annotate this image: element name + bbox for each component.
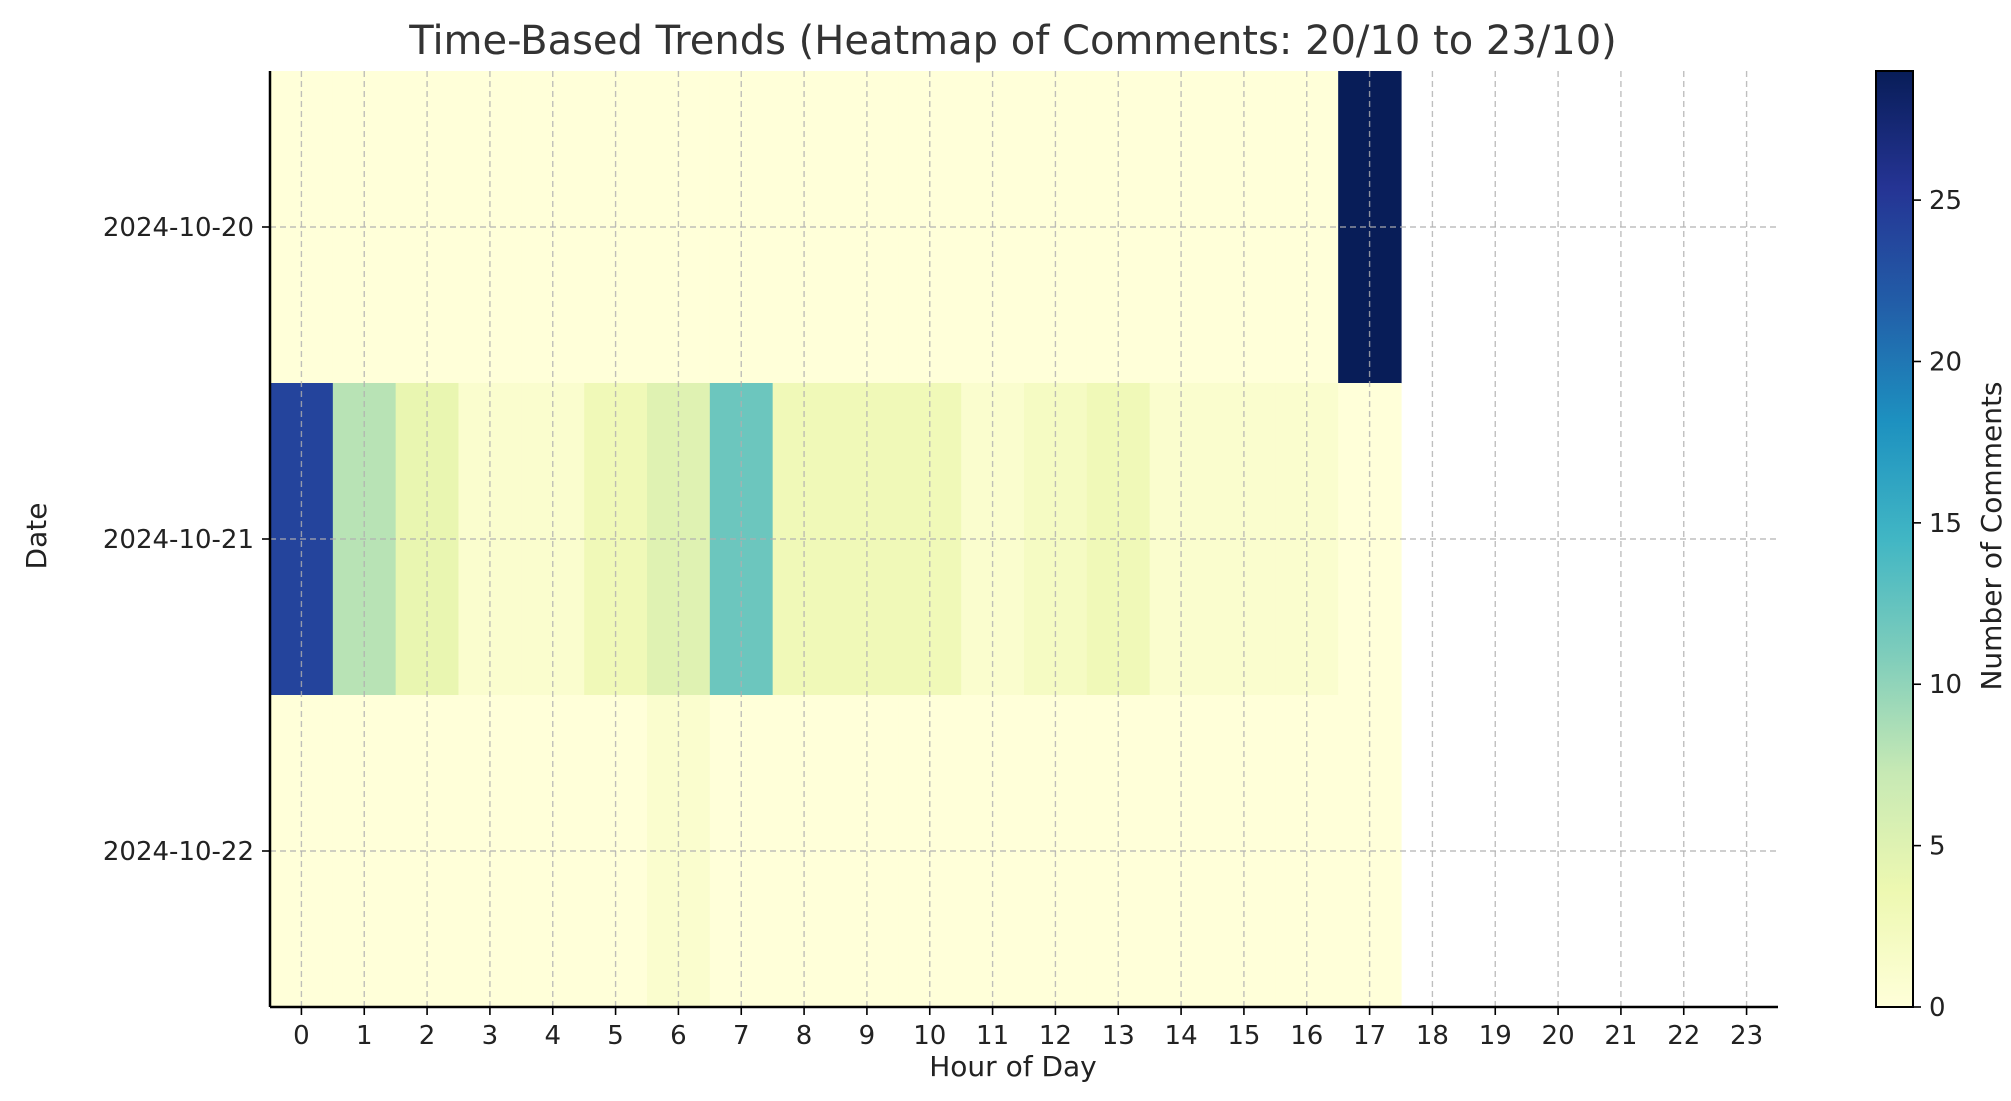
colorbar-tick-label: 15 (1929, 509, 1962, 539)
x-tick-label: 10 (913, 1021, 946, 1051)
x-tick-label: 6 (670, 1021, 687, 1051)
x-tick-label: 15 (1227, 1021, 1260, 1051)
colorbar-tick-label: 5 (1929, 832, 1946, 862)
chart-title: Time-Based Trends (Heatmap of Comments: … (408, 18, 1617, 64)
y-tick-label: 2024-10-22 (103, 837, 254, 867)
y-axis-ticks: 2024-10-20 2024-10-21 2024-10-22 (103, 213, 270, 867)
x-tick-label: 21 (1604, 1021, 1637, 1051)
colorbar-gradient (1875, 70, 1914, 1008)
x-tick-label: 22 (1667, 1021, 1700, 1051)
x-tick-label: 4 (544, 1021, 561, 1051)
x-tick-label: 13 (1102, 1021, 1135, 1051)
x-tick-label: 9 (859, 1021, 876, 1051)
x-tick-label: 19 (1479, 1021, 1512, 1051)
colorbar-tick-label: 20 (1929, 347, 1962, 377)
x-tick-label: 11 (976, 1021, 1009, 1051)
x-tick-label: 2 (419, 1021, 436, 1051)
x-tick-label: 17 (1353, 1021, 1386, 1051)
y-tick-label: 2024-10-21 (103, 525, 254, 555)
x-tick-label: 3 (482, 1021, 499, 1051)
x-tick-label: 14 (1165, 1021, 1198, 1051)
y-tick-label: 2024-10-20 (103, 213, 254, 243)
x-tick-label: 16 (1290, 1021, 1323, 1051)
y-axis-title: Date (20, 503, 53, 570)
colorbar-title: Number of Comments (1975, 381, 2008, 690)
x-tick-label: 20 (1542, 1021, 1575, 1051)
x-tick-label: 18 (1416, 1021, 1449, 1051)
x-tick-label: 23 (1730, 1021, 1763, 1051)
x-tick-label: 12 (1039, 1021, 1072, 1051)
x-tick-label: 7 (733, 1021, 750, 1051)
x-axis-ticks: 0 1 2 3 4 5 6 7 8 9 10 11 12 13 14 15 16 17 18 19 20 21 22 23 (293, 1007, 1763, 1051)
x-tick-label: 1 (356, 1021, 373, 1051)
colorbar-tick-label: 0 (1929, 993, 1946, 1023)
colorbar-tick-label: 25 (1929, 186, 1962, 216)
colorbar: 0 5 10 15 20 25 (1875, 70, 1962, 1023)
x-tick-label: 0 (293, 1021, 310, 1051)
grid-lines (270, 71, 1778, 1007)
x-tick-label: 5 (607, 1021, 624, 1051)
x-tick-label: 8 (796, 1021, 813, 1051)
x-axis-title: Hour of Day (929, 1050, 1097, 1083)
colorbar-tick-label: 10 (1929, 670, 1962, 700)
